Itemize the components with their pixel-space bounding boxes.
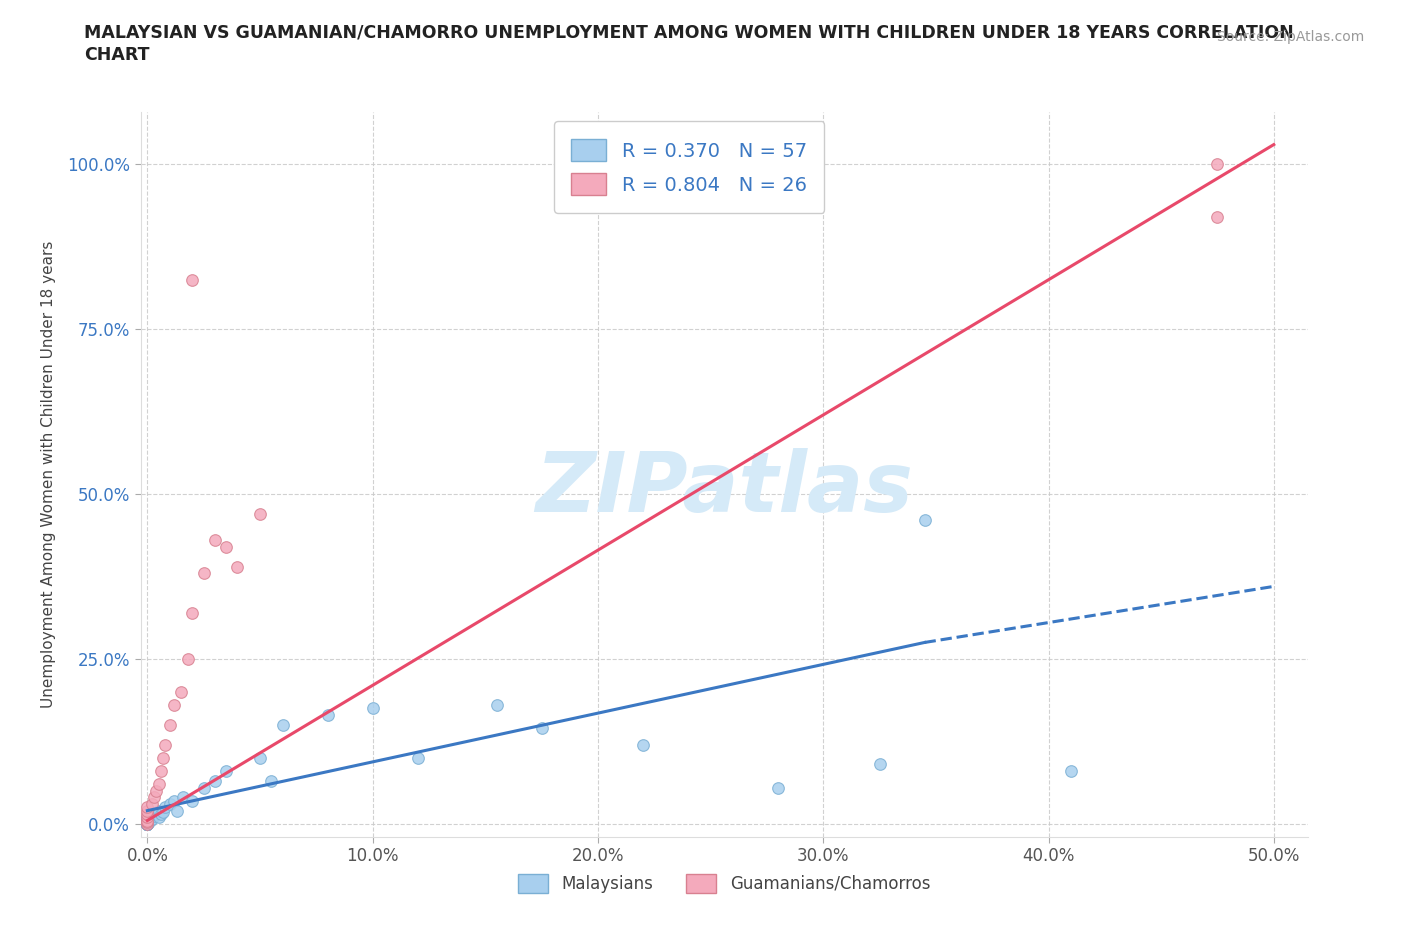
Point [136, 817, 159, 831]
Point [136, 800, 159, 815]
Point [914, 513, 936, 528]
Point [631, 737, 654, 752]
Point [136, 817, 159, 831]
Point [136, 817, 159, 831]
Point [136, 817, 159, 831]
Point [148, 804, 170, 818]
Point [193, 780, 215, 795]
Point [138, 810, 160, 825]
Point [136, 810, 159, 825]
Point [136, 813, 159, 828]
Point [136, 817, 159, 831]
Point [136, 816, 159, 830]
Point [181, 605, 204, 620]
Point [361, 701, 384, 716]
Point [136, 817, 159, 831]
Point [143, 808, 166, 823]
Point [163, 793, 186, 808]
Point [181, 793, 204, 808]
Point [136, 813, 159, 828]
Point [485, 698, 508, 712]
Point [136, 815, 159, 830]
Point [136, 817, 159, 831]
Point [136, 817, 159, 831]
Point [136, 811, 159, 826]
Point [143, 790, 166, 804]
Point [145, 806, 167, 821]
Point [766, 780, 789, 795]
Text: CHART: CHART [84, 46, 150, 64]
Point [136, 817, 159, 831]
Point [166, 804, 188, 818]
Point [249, 507, 271, 522]
Point [136, 817, 159, 831]
Point [136, 810, 159, 825]
Point [181, 272, 204, 287]
Point [148, 777, 170, 791]
Point [159, 717, 181, 732]
Point [172, 790, 194, 804]
Point [152, 804, 174, 819]
Point [136, 814, 159, 829]
Point [148, 810, 170, 825]
Point [177, 652, 200, 667]
Point [136, 817, 159, 831]
Point [163, 698, 186, 712]
Point [136, 812, 159, 827]
Point [136, 813, 159, 828]
Point [249, 751, 271, 765]
Point [136, 817, 159, 831]
Point [406, 751, 429, 765]
Point [136, 817, 159, 831]
Text: MALAYSIAN VS GUAMANIAN/CHAMORRO UNEMPLOYMENT AMONG WOMEN WITH CHILDREN UNDER 18 : MALAYSIAN VS GUAMANIAN/CHAMORRO UNEMPLOY… [84, 23, 1294, 41]
Point [145, 783, 167, 798]
Point [136, 804, 159, 818]
Point [1060, 764, 1083, 778]
Point [1206, 157, 1229, 172]
Point [136, 817, 159, 831]
Point [159, 797, 181, 812]
Point [141, 811, 163, 826]
Point [136, 815, 159, 830]
Point [170, 684, 193, 699]
Point [204, 774, 226, 789]
Point [271, 717, 294, 732]
Y-axis label: Unemployment Among Women with Children Under 18 years: Unemployment Among Women with Children U… [41, 241, 56, 708]
Point [530, 721, 553, 736]
Point [136, 817, 159, 831]
Point [136, 817, 159, 831]
Point [149, 764, 172, 778]
Point [1206, 209, 1229, 224]
Point [149, 806, 172, 821]
Point [215, 764, 238, 778]
Point [152, 751, 174, 765]
Point [869, 757, 891, 772]
Point [136, 806, 159, 821]
Legend: Malaysians, Guamanians/Chamorros: Malaysians, Guamanians/Chamorros [509, 865, 939, 901]
Point [155, 737, 177, 752]
Point [141, 797, 163, 812]
Point [138, 813, 160, 828]
Point [193, 565, 215, 580]
Point [155, 800, 177, 815]
Point [204, 533, 226, 548]
Text: ZIPatlas: ZIPatlas [536, 448, 912, 529]
Point [136, 817, 159, 831]
Point [136, 817, 159, 831]
Point [215, 539, 238, 554]
Point [136, 815, 159, 830]
Text: Source: ZipAtlas.com: Source: ZipAtlas.com [1216, 30, 1364, 44]
Point [226, 559, 249, 574]
Point [316, 708, 339, 723]
Point [260, 774, 283, 789]
